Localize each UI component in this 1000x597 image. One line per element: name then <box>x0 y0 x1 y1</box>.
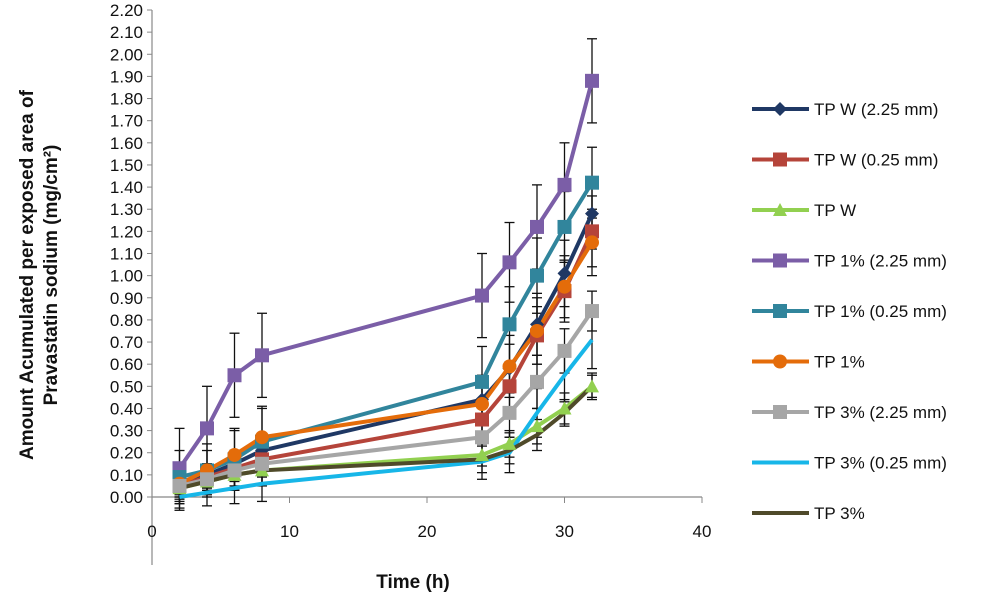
data-point <box>557 343 572 358</box>
series-markers <box>172 73 599 495</box>
legend-swatch-marker <box>773 253 787 268</box>
x-tick-label: 0 <box>147 522 156 541</box>
legend-label: TP 1% (2.25 mm) <box>814 252 947 271</box>
data-point <box>502 317 517 332</box>
data-point <box>530 323 544 338</box>
legend-label: TP 3% <box>814 504 865 523</box>
data-point <box>475 412 489 427</box>
y-tick-label: 0.20 <box>110 444 143 463</box>
y-tick-labels: 0.00 0.10 0.20 0.30 0.40 0.50 0.60 0.70 0.80 0.90… <box>110 1 143 507</box>
legend-label: TP 1% (0.25 mm) <box>814 302 947 321</box>
legend-label: TP W (2.25 mm) <box>814 100 938 119</box>
y-tick-label: 0.90 <box>110 289 143 308</box>
data-point <box>557 266 572 281</box>
legend-label: TP W (0.25 mm) <box>814 151 938 170</box>
y-tick-label: 1.50 <box>110 156 143 175</box>
y-tick-label: 0.70 <box>110 333 143 352</box>
y-tick-label: 1.10 <box>110 245 143 264</box>
y-tick-label: 0.00 <box>110 488 143 507</box>
series-line-7 <box>179 338 594 499</box>
y-tick-label: 1.20 <box>110 222 143 241</box>
data-point <box>530 374 544 389</box>
data-point <box>502 359 517 374</box>
y-tick-label: 2.20 <box>110 1 143 20</box>
x-tick-label: 20 <box>418 522 437 541</box>
y-tick-label: 1.70 <box>110 112 143 131</box>
legend-swatch-marker <box>773 152 787 167</box>
data-point <box>530 268 544 283</box>
legend-label: TP 3% (2.25 mm) <box>814 403 947 422</box>
data-point <box>585 206 599 221</box>
y-tick-label: 0.80 <box>110 311 143 330</box>
axes <box>147 9 703 565</box>
y-tick-label: 2.00 <box>110 45 143 64</box>
data-point <box>502 436 517 450</box>
data-point <box>585 175 599 190</box>
data-point <box>585 235 599 250</box>
data-point <box>200 421 214 436</box>
data-point <box>227 447 242 462</box>
y-axis-title-line-1: Amount Acumulated per exposed area of <box>17 89 38 460</box>
y-tick-label: 1.00 <box>110 267 143 286</box>
data-point <box>557 177 572 192</box>
y-axis-title-line-2: Pravastatin sodium (mg/cm²) <box>41 145 62 406</box>
data-point <box>557 219 572 234</box>
legend-swatch-marker <box>773 354 787 369</box>
data-point <box>530 219 544 234</box>
data-point <box>475 288 489 303</box>
data-point <box>255 430 269 445</box>
x-tick-label: 40 <box>693 522 712 541</box>
data-point <box>200 472 214 487</box>
y-tick-label: 1.80 <box>110 90 143 109</box>
y-tick-label: 0.30 <box>110 422 143 441</box>
data-point <box>475 447 489 461</box>
y-tick-label: 0.10 <box>110 466 143 485</box>
data-point <box>227 368 242 383</box>
data-point <box>585 379 599 393</box>
y-tick-label: 1.30 <box>110 200 143 219</box>
x-tick-label: 30 <box>555 522 574 541</box>
data-point <box>475 430 489 445</box>
data-point <box>227 463 242 478</box>
legend: TP W (2.25 mm) TP W (0.25 mm) TP W TP 1% (2… <box>752 100 947 523</box>
x-tick-labels: 0 10 20 30 40 <box>147 522 711 541</box>
x-axis-title: Time (h) <box>376 572 450 593</box>
legend-label: TP W <box>814 201 856 220</box>
data-point <box>255 456 269 471</box>
y-tick-label: 0.50 <box>110 377 143 396</box>
data-point <box>557 401 572 415</box>
y-tick-label: 1.40 <box>110 178 143 197</box>
data-point <box>585 73 599 88</box>
legend-label: TP 1% <box>814 353 865 372</box>
y-tick-label: 0.40 <box>110 399 143 418</box>
y-tick-label: 1.90 <box>110 67 143 86</box>
x-tick-label: 10 <box>280 522 299 541</box>
data-point <box>475 374 489 389</box>
data-point <box>255 348 269 363</box>
y-tick-label: 1.60 <box>110 134 143 153</box>
y-tick-label: 2.10 <box>110 23 143 42</box>
data-point <box>557 279 572 294</box>
data-point <box>502 405 517 420</box>
legend-swatch-marker <box>773 102 787 116</box>
data-point <box>585 224 599 239</box>
legend-swatch-marker <box>773 304 787 318</box>
data-point <box>475 397 489 412</box>
legend-swatch-marker <box>773 405 787 419</box>
legend-swatch-marker <box>773 203 787 216</box>
data-point <box>585 304 599 319</box>
data-point <box>172 478 187 493</box>
legend-label: TP 3% (0.25 mm) <box>814 454 947 473</box>
data-point <box>530 419 544 433</box>
data-point <box>502 255 517 270</box>
data-point <box>502 379 517 394</box>
series-lines <box>177 80 594 499</box>
y-tick-label: 0.60 <box>110 355 143 374</box>
